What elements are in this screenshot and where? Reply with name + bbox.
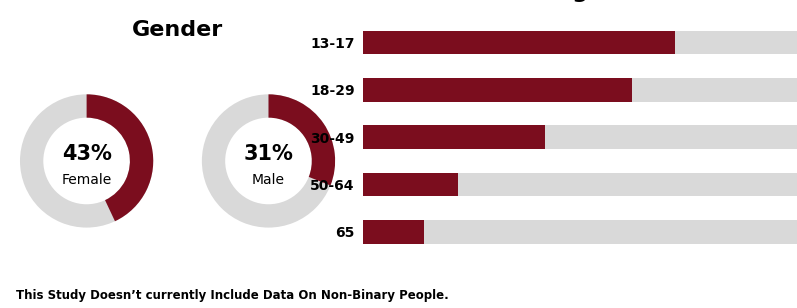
Bar bbox=[363, 78, 632, 102]
Text: This Study Doesn’t currently Include Data On Non-Binary People.: This Study Doesn’t currently Include Dat… bbox=[16, 289, 449, 302]
Bar bbox=[363, 220, 424, 244]
Text: Male: Male bbox=[252, 172, 285, 187]
Bar bbox=[363, 78, 797, 102]
Bar bbox=[363, 220, 797, 244]
Wedge shape bbox=[20, 94, 153, 228]
Bar bbox=[363, 30, 797, 54]
Text: Female: Female bbox=[61, 172, 112, 187]
Text: Gender: Gender bbox=[132, 20, 223, 40]
Text: 43%: 43% bbox=[61, 144, 112, 164]
Bar bbox=[363, 125, 545, 149]
Text: 31%: 31% bbox=[244, 144, 293, 164]
Title: Age: Age bbox=[556, 0, 604, 2]
Wedge shape bbox=[202, 94, 335, 228]
Wedge shape bbox=[87, 94, 153, 221]
Bar bbox=[363, 125, 797, 149]
Bar bbox=[363, 172, 797, 196]
Bar bbox=[363, 172, 458, 196]
Bar bbox=[363, 30, 676, 54]
Wedge shape bbox=[269, 94, 335, 185]
